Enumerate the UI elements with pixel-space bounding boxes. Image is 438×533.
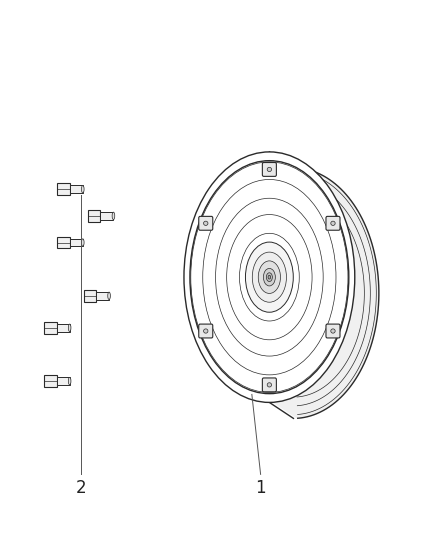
Ellipse shape <box>331 221 335 225</box>
Ellipse shape <box>266 273 272 281</box>
FancyBboxPatch shape <box>326 216 340 230</box>
Ellipse shape <box>245 242 293 312</box>
FancyBboxPatch shape <box>57 237 70 248</box>
Ellipse shape <box>263 269 276 286</box>
FancyBboxPatch shape <box>44 375 57 387</box>
Ellipse shape <box>81 185 84 193</box>
FancyBboxPatch shape <box>57 324 70 332</box>
FancyBboxPatch shape <box>100 212 113 220</box>
FancyBboxPatch shape <box>96 292 109 300</box>
FancyBboxPatch shape <box>199 324 213 338</box>
FancyBboxPatch shape <box>88 210 100 222</box>
Ellipse shape <box>204 329 208 333</box>
Ellipse shape <box>252 252 286 302</box>
Ellipse shape <box>267 167 272 172</box>
FancyBboxPatch shape <box>70 185 83 193</box>
Ellipse shape <box>258 261 280 294</box>
FancyBboxPatch shape <box>199 216 213 230</box>
FancyBboxPatch shape <box>57 377 70 385</box>
FancyBboxPatch shape <box>84 290 96 302</box>
FancyBboxPatch shape <box>262 378 276 392</box>
Ellipse shape <box>68 324 71 332</box>
Ellipse shape <box>268 275 271 279</box>
FancyBboxPatch shape <box>44 322 57 334</box>
Ellipse shape <box>68 377 71 385</box>
Text: 1: 1 <box>255 479 266 497</box>
Ellipse shape <box>331 329 335 333</box>
FancyBboxPatch shape <box>262 163 276 176</box>
Ellipse shape <box>112 212 115 220</box>
Ellipse shape <box>267 383 272 387</box>
Ellipse shape <box>108 292 110 300</box>
FancyBboxPatch shape <box>326 324 340 338</box>
Ellipse shape <box>184 152 355 402</box>
FancyBboxPatch shape <box>57 183 70 195</box>
Ellipse shape <box>204 221 208 225</box>
Polygon shape <box>274 152 379 418</box>
Text: 2: 2 <box>76 479 86 497</box>
FancyBboxPatch shape <box>70 239 83 246</box>
Ellipse shape <box>81 239 84 246</box>
